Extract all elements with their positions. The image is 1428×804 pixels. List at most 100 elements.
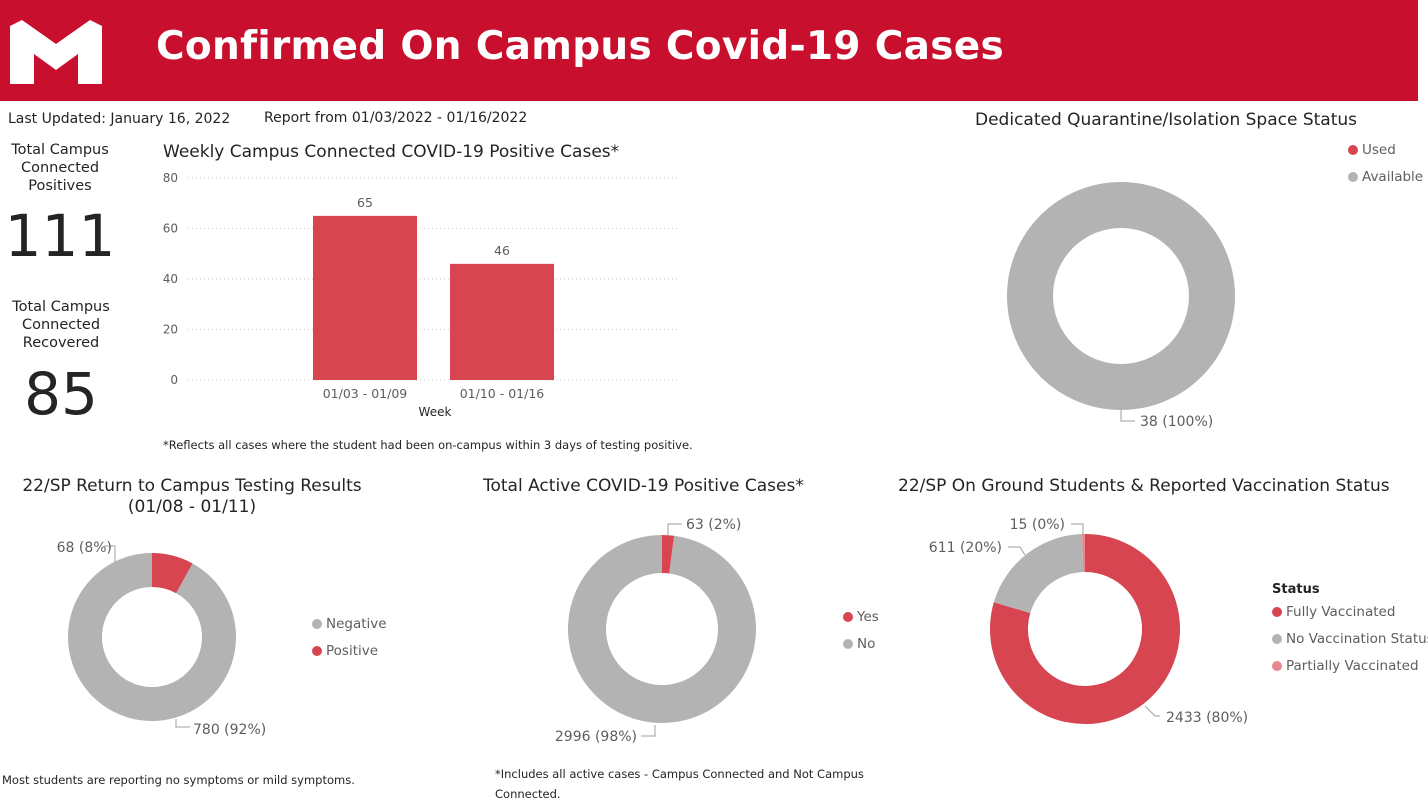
legend-item[interactable]: Negative xyxy=(312,615,387,633)
quarantine-chart-title: Dedicated Quarantine/Isolation Space Sta… xyxy=(975,110,1358,130)
y-tick-label: 20 xyxy=(163,323,178,337)
legend-dot xyxy=(1272,607,1282,617)
donut-slice[interactable] xyxy=(993,534,1084,613)
kpi-recovered-label: Total Campus Connected Recovered xyxy=(0,298,122,352)
slice-data-label: 38 (100%) xyxy=(1140,414,1213,430)
slice-data-label: 68 (8%) xyxy=(57,540,112,556)
y-tick-label: 0 xyxy=(170,373,178,387)
vaccination-legend: Status Fully Vaccinated No Vaccination S… xyxy=(1272,582,1428,675)
donut-slice[interactable] xyxy=(68,553,236,721)
legend-dot xyxy=(312,619,322,629)
m-logo-icon xyxy=(10,20,102,84)
legend-label: Yes xyxy=(857,609,879,625)
leader-line xyxy=(104,545,116,562)
last-updated: Last Updated: January 16, 2022 xyxy=(8,111,231,127)
legend-label: Used xyxy=(1362,142,1396,158)
y-tick-label: 80 xyxy=(163,171,178,185)
legend-dot xyxy=(312,646,322,656)
leader-line xyxy=(1071,523,1084,535)
legend-item[interactable]: No xyxy=(843,635,879,653)
kpi-positives-value: 111 xyxy=(4,202,116,270)
quarantine-legend: Used Available xyxy=(1348,141,1423,186)
kpi-recovered-value: 85 xyxy=(24,360,98,428)
y-tick-label: 60 xyxy=(163,222,178,236)
leader-line xyxy=(1008,546,1026,556)
legend-item[interactable]: Partially Vaccinated xyxy=(1272,657,1428,675)
weekly-cases-bar-chart: 0 20 40 60 80 65 01/03 - 01/09 46 01/10 - 01/16 W… xyxy=(163,171,680,419)
slice-data-label: 2996 (98%) xyxy=(555,729,637,745)
vaccination-chart-title: 22/SP On Ground Students & Reported Vacc… xyxy=(898,476,1390,496)
legend-item[interactable]: Yes xyxy=(843,608,879,626)
kpi-recovered-label-line: Total Campus xyxy=(12,299,110,315)
vaccination-legend-title: Status xyxy=(1272,582,1320,597)
active-footnote: *Includes all active cases - Campus Conn… xyxy=(495,764,864,804)
page-title: Confirmed On Campus Covid-19 Cases xyxy=(156,24,1005,69)
testing-results-donut-chart: 68 (8%) 780 (92%) xyxy=(57,540,267,738)
slice-data-label: 611 (20%) xyxy=(929,540,1002,556)
legend-label: No xyxy=(857,636,876,652)
donut-slice[interactable] xyxy=(1007,182,1235,410)
bar-data-label: 46 xyxy=(494,243,510,258)
header-banner xyxy=(0,0,1418,101)
legend-label: Positive xyxy=(326,643,379,659)
legend-label: Partially Vaccinated xyxy=(1286,658,1419,674)
legend-item[interactable]: Fully Vaccinated xyxy=(1272,603,1428,621)
donut-slice[interactable] xyxy=(662,535,675,574)
legend-label: No Vaccination Status xyxy=(1286,631,1428,647)
donut-slice[interactable] xyxy=(990,534,1180,724)
legend-item[interactable]: Used xyxy=(1348,141,1423,159)
leader-line xyxy=(1144,705,1160,717)
active-footnote-line: Connected. xyxy=(495,787,561,801)
x-tick-label: 01/10 - 01/16 xyxy=(460,386,545,401)
legend-dot xyxy=(1272,634,1282,644)
testing-chart-title: 22/SP Return to Campus Testing Results (… xyxy=(0,476,384,518)
donut-slice[interactable] xyxy=(152,553,193,594)
kpi-positives-label-line: Positives xyxy=(28,178,92,194)
donut-slice[interactable] xyxy=(1082,534,1085,573)
legend-dot xyxy=(1272,661,1282,671)
legend-dot xyxy=(1348,172,1358,182)
testing-legend: Negative Positive xyxy=(312,615,387,660)
legend-dot xyxy=(843,612,853,622)
report-range: Report from 01/03/2022 - 01/16/2022 xyxy=(264,110,528,126)
testing-chart-title-line: (01/08 - 01/11) xyxy=(127,497,257,517)
bar[interactable] xyxy=(450,263,554,380)
bar[interactable] xyxy=(313,215,417,380)
kpi-positives-label-line: Total Campus xyxy=(11,142,109,158)
slice-data-label: 15 (0%) xyxy=(1010,517,1065,533)
legend-item[interactable]: No Vaccination Status xyxy=(1272,630,1428,648)
donut-slice[interactable] xyxy=(568,535,756,723)
active-footnote-line: *Includes all active cases - Campus Conn… xyxy=(495,767,864,781)
slice-data-label: 63 (2%) xyxy=(686,517,741,533)
legend-label: Fully Vaccinated xyxy=(1286,604,1396,620)
legend-item[interactable]: Available xyxy=(1348,168,1423,186)
x-tick-label: 01/03 - 01/09 xyxy=(323,386,408,401)
leader-line xyxy=(641,725,656,737)
bar-data-label: 65 xyxy=(357,195,373,210)
testing-chart-title-line: 22/SP Return to Campus Testing Results xyxy=(22,476,362,496)
kpi-recovered-label-line: Recovered xyxy=(22,335,100,351)
active-chart-title: Total Active COVID-19 Positive Cases* xyxy=(483,476,804,496)
legend-label: Negative xyxy=(326,616,387,632)
weekly-footnote: *Reflects all cases where the student ha… xyxy=(163,438,693,452)
legend-dot xyxy=(843,639,853,649)
kpi-recovered-label-line: Connected xyxy=(21,317,101,333)
kpi-positives-label-line: Connected xyxy=(20,160,100,176)
legend-item[interactable]: Positive xyxy=(312,642,387,660)
active-cases-donut-chart: 63 (2%) 2996 (98%) xyxy=(555,517,756,745)
legend-dot xyxy=(1348,145,1358,155)
slice-data-label: 2433 (80%) xyxy=(1166,710,1248,726)
active-legend: Yes No xyxy=(843,608,879,653)
symptoms-note: Most students are reporting no symptoms … xyxy=(2,773,355,787)
leader-line xyxy=(667,523,682,535)
kpi-positives-label: Total Campus Connected Positives xyxy=(0,141,120,195)
vaccination-donut-chart: 15 (0%) 611 (20%) 2433 (80%) xyxy=(929,517,1248,726)
weekly-chart-title: Weekly Campus Connected COVID-19 Positiv… xyxy=(163,142,620,162)
leader-line xyxy=(175,719,190,728)
x-axis-title: Week xyxy=(419,405,452,419)
y-tick-label: 40 xyxy=(163,272,178,286)
legend-label: Available xyxy=(1362,169,1424,185)
leader-line xyxy=(1120,410,1135,422)
quarantine-donut-chart: 38 (100%) xyxy=(1007,182,1235,430)
slice-data-label: 780 (92%) xyxy=(193,722,266,738)
